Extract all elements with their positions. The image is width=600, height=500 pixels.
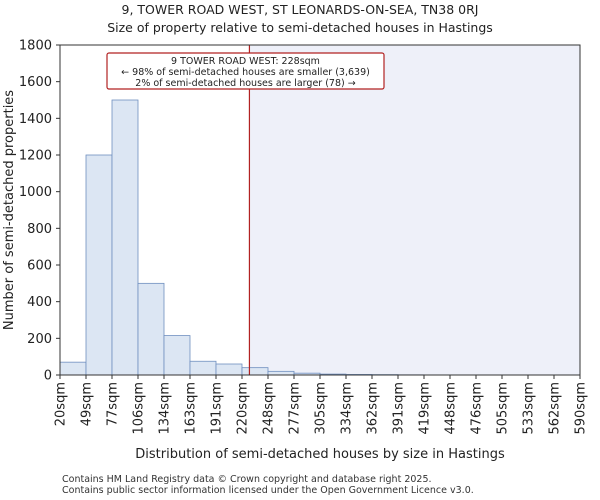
- x-tick-label: 419sqm: [418, 382, 433, 435]
- x-tick-label: 163sqm: [184, 382, 199, 435]
- x-tick-label: 391sqm: [392, 382, 407, 435]
- x-tick-label: 134sqm: [158, 382, 173, 435]
- marker-annotation-line: 2% of semi-detached houses are larger (7…: [135, 78, 355, 89]
- footer-licence: Contains public sector information licen…: [62, 485, 474, 496]
- y-tick-label: 1600: [19, 75, 52, 90]
- y-tick-label: 600: [27, 259, 52, 274]
- x-tick-label: 20sqm: [54, 382, 69, 426]
- histogram-bar: [267, 370, 295, 376]
- y-axis-label: Number of semi-detached properties: [2, 90, 17, 330]
- histogram-bar: [85, 154, 113, 376]
- x-tick-label: 505sqm: [496, 382, 511, 435]
- larger-region-shade: [249, 45, 580, 375]
- x-tick-label: 334sqm: [340, 382, 355, 435]
- x-tick-label: 277sqm: [288, 382, 303, 435]
- x-tick-label: 562sqm: [548, 382, 563, 435]
- footer-copyright: Contains HM Land Registry data © Crown c…: [62, 474, 432, 485]
- x-tick-label: 362sqm: [366, 382, 381, 435]
- histogram-bar: [241, 367, 269, 376]
- y-tick-label: 1200: [19, 149, 52, 164]
- x-tick-label: 191sqm: [210, 382, 225, 435]
- x-tick-label: 220sqm: [236, 382, 251, 435]
- y-tick-label: 200: [27, 332, 52, 347]
- y-tick-label: 0: [44, 369, 52, 384]
- y-tick-label: 800: [27, 222, 52, 237]
- x-tick-label: 590sqm: [574, 382, 589, 435]
- marker-annotation-box: [106, 52, 385, 90]
- histogram-bar: [163, 335, 191, 376]
- chart-subtitle: Size of property relative to semi-detach…: [107, 20, 493, 35]
- histogram-bar: [137, 282, 165, 376]
- histogram-bar: [111, 99, 139, 376]
- histogram-bar: [59, 361, 87, 376]
- y-tick-label: 1000: [19, 185, 52, 200]
- x-tick-label: 77sqm: [106, 382, 121, 426]
- x-tick-label: 533sqm: [522, 382, 537, 435]
- x-tick-label: 448sqm: [444, 382, 459, 435]
- x-tick-label: 248sqm: [262, 382, 277, 435]
- marker-annotation-line: ← 98% of semi-detached houses are smalle…: [121, 67, 370, 78]
- x-tick-label: 106sqm: [132, 382, 147, 435]
- y-tick-label: 1800: [19, 39, 52, 54]
- y-tick-label: 1400: [19, 112, 52, 127]
- histogram-bar: [215, 363, 243, 376]
- x-tick-label: 305sqm: [314, 382, 329, 435]
- marker-annotation-line: 9 TOWER ROAD WEST: 228sqm: [171, 56, 320, 67]
- y-tick-label: 400: [27, 295, 52, 310]
- x-axis-label: Distribution of semi-detached houses by …: [135, 447, 505, 462]
- x-tick-label: 49sqm: [80, 382, 95, 426]
- x-tick-label: 476sqm: [470, 382, 485, 435]
- histogram-bar: [189, 360, 217, 376]
- chart-title: 9, TOWER ROAD WEST, ST LEONARDS-ON-SEA, …: [121, 2, 479, 17]
